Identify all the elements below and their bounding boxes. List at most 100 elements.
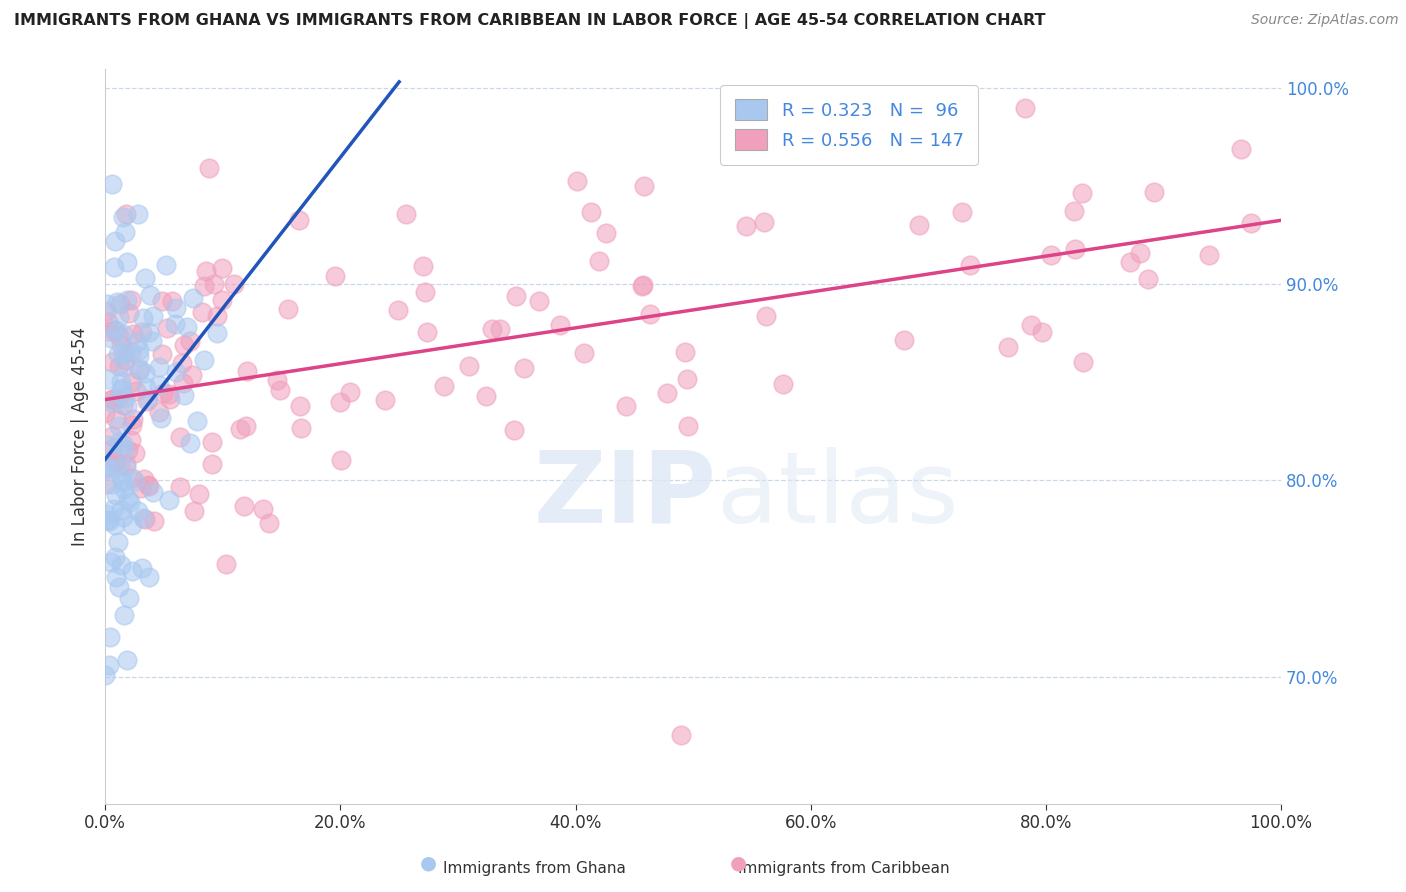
Point [269, 383, 291, 397]
Point [288, 212, 311, 227]
Point [143, 514, 166, 528]
Point [112, 482, 135, 496]
Point [94, 476, 117, 491]
Point [1063, 204, 1085, 219]
Point [120, 495, 142, 509]
Point [124, 445, 146, 459]
Text: ZIP: ZIP [534, 447, 717, 543]
Point [96, 458, 118, 473]
Point [148, 405, 170, 419]
Point [129, 361, 152, 376]
Point [121, 471, 143, 485]
Point [1073, 355, 1095, 369]
Point [187, 487, 209, 501]
Point [1143, 185, 1166, 199]
Point [201, 435, 224, 450]
Point [1198, 247, 1220, 261]
Point [108, 418, 131, 433]
Point [1136, 272, 1159, 286]
Point [657, 386, 679, 401]
Point [142, 309, 165, 323]
Point [108, 458, 131, 472]
Point [132, 510, 155, 524]
Point [157, 492, 180, 507]
Point [179, 435, 201, 450]
Point [163, 317, 186, 331]
Point [110, 558, 132, 573]
Point [131, 310, 153, 325]
Point [138, 287, 160, 301]
Point [101, 477, 124, 491]
Point [125, 335, 148, 350]
Point [115, 653, 138, 667]
Point [101, 502, 124, 516]
Point [1229, 142, 1251, 156]
Point [176, 320, 198, 334]
Point [108, 359, 131, 373]
Point [893, 334, 915, 348]
Point [252, 501, 274, 516]
Point [950, 205, 973, 219]
Point [228, 422, 250, 436]
Point [588, 253, 610, 268]
Point [110, 338, 132, 352]
Point [165, 301, 187, 315]
Point [211, 260, 233, 275]
Point [114, 460, 136, 475]
Point [114, 352, 136, 367]
Point [527, 294, 550, 309]
Point [165, 365, 187, 379]
Point [673, 345, 696, 359]
Point [676, 418, 699, 433]
Point [633, 179, 655, 194]
Point [505, 289, 527, 303]
Point [150, 347, 173, 361]
Point [107, 346, 129, 360]
Point [183, 504, 205, 518]
Point [193, 353, 215, 368]
Point [117, 443, 139, 458]
Point [734, 219, 756, 233]
Point [1040, 248, 1063, 262]
Point [122, 411, 145, 425]
Point [416, 325, 439, 339]
Point [134, 366, 156, 380]
Point [114, 458, 136, 472]
Point [94, 507, 117, 521]
Point [233, 499, 256, 513]
Point [104, 453, 127, 467]
Point [94, 406, 117, 420]
Point [489, 322, 512, 336]
Point [502, 424, 524, 438]
Point [266, 373, 288, 387]
Point [155, 258, 177, 272]
Point [100, 429, 122, 443]
Point [194, 264, 217, 278]
Text: ●: ● [420, 854, 437, 872]
Point [103, 323, 125, 337]
Point [105, 295, 128, 310]
Point [595, 227, 617, 241]
Point [128, 349, 150, 363]
Point [193, 278, 215, 293]
Point [474, 389, 496, 403]
Point [110, 374, 132, 388]
Point [198, 161, 221, 175]
Point [481, 322, 503, 336]
Point [121, 564, 143, 578]
Point [118, 306, 141, 320]
Point [323, 269, 346, 284]
Point [112, 608, 135, 623]
Point [1021, 318, 1043, 332]
Point [112, 360, 135, 375]
Point [138, 478, 160, 492]
Point [190, 305, 212, 319]
Y-axis label: In Labor Force | Age 45-54: In Labor Force | Age 45-54 [72, 326, 89, 546]
Point [142, 485, 165, 500]
Point [148, 378, 170, 392]
Point [288, 399, 311, 413]
Point [675, 372, 697, 386]
Point [111, 475, 134, 489]
Point [671, 728, 693, 742]
Point [631, 279, 654, 293]
